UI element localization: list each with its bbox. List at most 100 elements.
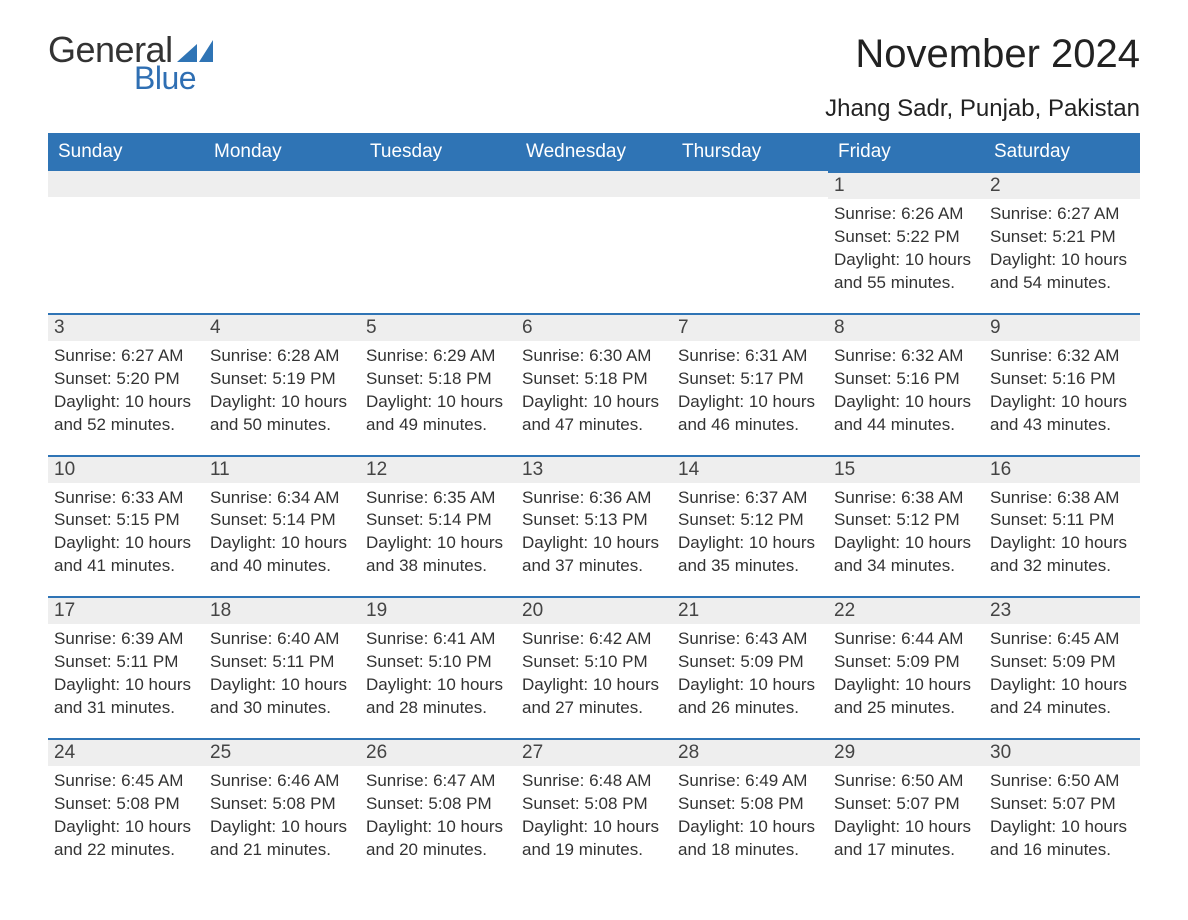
day-cell: 30Sunrise: 6:50 AMSunset: 5:07 PMDayligh…: [984, 738, 1140, 880]
daylight-line: Daylight: 10 hours and 22 minutes.: [54, 816, 196, 862]
sunset-line: Sunset: 5:08 PM: [522, 793, 664, 816]
day-number-strip: [360, 171, 516, 197]
day-cell: 24Sunrise: 6:45 AMSunset: 5:08 PMDayligh…: [48, 738, 204, 880]
day-number-strip: 7: [672, 313, 828, 341]
calendar-grid: SundayMondayTuesdayWednesdayThursdayFrid…: [48, 133, 1140, 880]
day-cell: 26Sunrise: 6:47 AMSunset: 5:08 PMDayligh…: [360, 738, 516, 880]
sunrise-line: Sunrise: 6:27 AM: [54, 345, 196, 368]
daylight-line: Daylight: 10 hours and 17 minutes.: [834, 816, 976, 862]
daylight-line: Daylight: 10 hours and 35 minutes.: [678, 532, 820, 578]
day-body: Sunrise: 6:42 AMSunset: 5:10 PMDaylight:…: [522, 628, 664, 720]
day-body: Sunrise: 6:45 AMSunset: 5:09 PMDaylight:…: [990, 628, 1132, 720]
day-cell: 17 Sunrise: 6:39 AMSunset: 5:11 PMDayligh…: [48, 596, 204, 738]
sunset-line: Sunset: 5:09 PM: [990, 651, 1132, 674]
sunset-line: Sunset: 5:10 PM: [522, 651, 664, 674]
weekday-header-monday: Monday: [204, 133, 360, 171]
daylight-line: Daylight: 10 hours and 27 minutes.: [522, 674, 664, 720]
month-title: November 2024: [825, 32, 1140, 77]
sunrise-line: Sunrise: 6:38 AM: [834, 487, 976, 510]
daylight-line: Daylight: 10 hours and 46 minutes.: [678, 391, 820, 437]
logo-text-blue: Blue: [134, 62, 196, 94]
daylight-line: Daylight: 10 hours and 31 minutes.: [54, 674, 196, 720]
daylight-line: Daylight: 10 hours and 41 minutes.: [54, 532, 196, 578]
daylight-line: Daylight: 10 hours and 32 minutes.: [990, 532, 1132, 578]
day-number-strip: 16: [984, 455, 1140, 483]
weekday-header-saturday: Saturday: [984, 133, 1140, 171]
day-cell: 15Sunrise: 6:38 AMSunset: 5:12 PMDayligh…: [828, 455, 984, 597]
day-number-strip: 8: [828, 313, 984, 341]
weekday-header-sunday: Sunday: [48, 133, 204, 171]
sunset-line: Sunset: 5:08 PM: [366, 793, 508, 816]
day-body: Sunrise: 6:26 AMSunset: 5:22 PMDaylight:…: [834, 203, 976, 295]
sunrise-line: Sunrise: 6:43 AM: [678, 628, 820, 651]
day-body: Sunrise: 6:34 AMSunset: 5:14 PMDaylight:…: [210, 487, 352, 579]
sunrise-line: Sunrise: 6:32 AM: [834, 345, 976, 368]
sunrise-line: Sunrise: 6:26 AM: [834, 203, 976, 226]
sunset-line: Sunset: 5:14 PM: [366, 509, 508, 532]
day-cell: 2Sunrise: 6:27 AMSunset: 5:21 PMDaylight…: [984, 171, 1140, 313]
sunrise-line: Sunrise: 6:39 AM: [54, 628, 196, 651]
sunset-line: Sunset: 5:20 PM: [54, 368, 196, 391]
day-number-strip: 10: [48, 455, 204, 483]
day-cell-empty: [672, 171, 828, 313]
header-row: General Blue November 2024 Jhang Sadr, P…: [48, 32, 1140, 123]
sunrise-line: Sunrise: 6:35 AM: [366, 487, 508, 510]
sunset-line: Sunset: 5:14 PM: [210, 509, 352, 532]
daylight-line: Daylight: 10 hours and 19 minutes.: [522, 816, 664, 862]
week-row: 10Sunrise: 6:33 AMSunset: 5:15 PMDayligh…: [48, 455, 1140, 597]
day-body: Sunrise: 6:39 AMSunset: 5:11 PMDaylight:…: [54, 628, 196, 720]
sunrise-line: Sunrise: 6:47 AM: [366, 770, 508, 793]
day-number-strip: 28: [672, 738, 828, 766]
day-body: Sunrise: 6:28 AMSunset: 5:19 PMDaylight:…: [210, 345, 352, 437]
week-row: 1Sunrise: 6:26 AMSunset: 5:22 PMDaylight…: [48, 171, 1140, 313]
day-cell: 5Sunrise: 6:29 AMSunset: 5:18 PMDaylight…: [360, 313, 516, 455]
sunset-line: Sunset: 5:08 PM: [678, 793, 820, 816]
day-body: Sunrise: 6:43 AMSunset: 5:09 PMDaylight:…: [678, 628, 820, 720]
sunset-line: Sunset: 5:19 PM: [210, 368, 352, 391]
day-number-strip: [672, 171, 828, 197]
weekday-header-friday: Friday: [828, 133, 984, 171]
day-body: Sunrise: 6:41 AMSunset: 5:10 PMDaylight:…: [366, 628, 508, 720]
sunrise-line: Sunrise: 6:30 AM: [522, 345, 664, 368]
day-cell: 22Sunrise: 6:44 AMSunset: 5:09 PMDayligh…: [828, 596, 984, 738]
sunset-line: Sunset: 5:11 PM: [54, 651, 196, 674]
day-number-strip: [516, 171, 672, 197]
day-body: Sunrise: 6:47 AMSunset: 5:08 PMDaylight:…: [366, 770, 508, 862]
day-number-strip: 9: [984, 313, 1140, 341]
sunrise-line: Sunrise: 6:45 AM: [990, 628, 1132, 651]
sunrise-line: Sunrise: 6:29 AM: [366, 345, 508, 368]
sunrise-line: Sunrise: 6:46 AM: [210, 770, 352, 793]
day-cell: 11 Sunrise: 6:34 AMSunset: 5:14 PMDayligh…: [204, 455, 360, 597]
day-body: Sunrise: 6:49 AMSunset: 5:08 PMDaylight:…: [678, 770, 820, 862]
sunrise-line: Sunrise: 6:40 AM: [210, 628, 352, 651]
day-number-strip: 11: [204, 455, 360, 483]
day-number-strip: 20: [516, 596, 672, 624]
daylight-line: Daylight: 10 hours and 24 minutes.: [990, 674, 1132, 720]
day-body: Sunrise: 6:27 AMSunset: 5:21 PMDaylight:…: [990, 203, 1132, 295]
day-body: Sunrise: 6:36 AMSunset: 5:13 PMDaylight:…: [522, 487, 664, 579]
day-cell-empty: [516, 171, 672, 313]
daylight-line: Daylight: 10 hours and 16 minutes.: [990, 816, 1132, 862]
sunrise-line: Sunrise: 6:41 AM: [366, 628, 508, 651]
daylight-line: Daylight: 10 hours and 37 minutes.: [522, 532, 664, 578]
day-cell: 20 Sunrise: 6:42 AMSunset: 5:10 PMDayligh…: [516, 596, 672, 738]
day-number-strip: 3: [48, 313, 204, 341]
daylight-line: Daylight: 10 hours and 44 minutes.: [834, 391, 976, 437]
daylight-line: Daylight: 10 hours and 28 minutes.: [366, 674, 508, 720]
daylight-line: Daylight: 10 hours and 43 minutes.: [990, 391, 1132, 437]
day-cell: 16Sunrise: 6:38 AMSunset: 5:11 PMDayligh…: [984, 455, 1140, 597]
day-number-strip: 24: [48, 738, 204, 766]
day-number-strip: 17: [48, 596, 204, 624]
sunrise-line: Sunrise: 6:50 AM: [834, 770, 976, 793]
logo-triangle-icon: [177, 38, 213, 62]
sunrise-line: Sunrise: 6:45 AM: [54, 770, 196, 793]
sunset-line: Sunset: 5:16 PM: [834, 368, 976, 391]
sunrise-line: Sunrise: 6:36 AM: [522, 487, 664, 510]
day-cell: 7Sunrise: 6:31 AMSunset: 5:17 PMDaylight…: [672, 313, 828, 455]
sunset-line: Sunset: 5:12 PM: [834, 509, 976, 532]
day-cell: 21Sunrise: 6:43 AMSunset: 5:09 PMDayligh…: [672, 596, 828, 738]
day-number-strip: 23: [984, 596, 1140, 624]
sunrise-line: Sunrise: 6:27 AM: [990, 203, 1132, 226]
sunset-line: Sunset: 5:07 PM: [834, 793, 976, 816]
sunrise-line: Sunrise: 6:34 AM: [210, 487, 352, 510]
